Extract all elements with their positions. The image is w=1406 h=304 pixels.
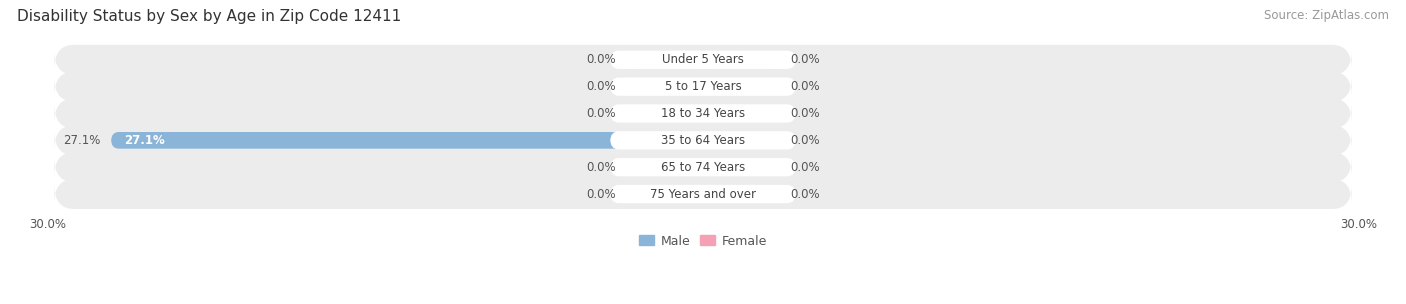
FancyBboxPatch shape bbox=[610, 158, 796, 176]
FancyBboxPatch shape bbox=[703, 132, 779, 149]
Text: Under 5 Years: Under 5 Years bbox=[662, 53, 744, 66]
Text: Disability Status by Sex by Age in Zip Code 12411: Disability Status by Sex by Age in Zip C… bbox=[17, 9, 401, 24]
Text: 0.0%: 0.0% bbox=[586, 188, 616, 201]
Text: Source: ZipAtlas.com: Source: ZipAtlas.com bbox=[1264, 9, 1389, 22]
Text: 18 to 34 Years: 18 to 34 Years bbox=[661, 107, 745, 120]
FancyBboxPatch shape bbox=[703, 51, 779, 68]
FancyBboxPatch shape bbox=[627, 78, 703, 95]
FancyBboxPatch shape bbox=[610, 131, 796, 150]
FancyBboxPatch shape bbox=[55, 98, 1351, 129]
FancyBboxPatch shape bbox=[627, 159, 703, 175]
Text: 0.0%: 0.0% bbox=[790, 53, 820, 66]
FancyBboxPatch shape bbox=[703, 159, 779, 175]
FancyBboxPatch shape bbox=[627, 186, 703, 202]
FancyBboxPatch shape bbox=[55, 45, 1351, 75]
Text: 0.0%: 0.0% bbox=[586, 80, 616, 93]
FancyBboxPatch shape bbox=[610, 78, 796, 96]
FancyBboxPatch shape bbox=[55, 179, 1351, 209]
Text: 0.0%: 0.0% bbox=[790, 80, 820, 93]
FancyBboxPatch shape bbox=[627, 105, 703, 122]
FancyBboxPatch shape bbox=[111, 132, 703, 149]
FancyBboxPatch shape bbox=[703, 186, 779, 202]
FancyBboxPatch shape bbox=[703, 78, 779, 95]
FancyBboxPatch shape bbox=[627, 51, 703, 68]
Text: 27.1%: 27.1% bbox=[63, 134, 100, 147]
Text: 35 to 64 Years: 35 to 64 Years bbox=[661, 134, 745, 147]
Text: 0.0%: 0.0% bbox=[790, 107, 820, 120]
Legend: Male, Female: Male, Female bbox=[634, 230, 772, 253]
Text: 75 Years and over: 75 Years and over bbox=[650, 188, 756, 201]
FancyBboxPatch shape bbox=[55, 152, 1351, 182]
FancyBboxPatch shape bbox=[55, 125, 1351, 155]
FancyBboxPatch shape bbox=[610, 104, 796, 123]
Text: 0.0%: 0.0% bbox=[790, 188, 820, 201]
Text: 0.0%: 0.0% bbox=[586, 107, 616, 120]
FancyBboxPatch shape bbox=[610, 51, 796, 69]
Text: 65 to 74 Years: 65 to 74 Years bbox=[661, 161, 745, 174]
Text: 27.1%: 27.1% bbox=[124, 134, 165, 147]
FancyBboxPatch shape bbox=[703, 105, 779, 122]
Text: 0.0%: 0.0% bbox=[790, 161, 820, 174]
FancyBboxPatch shape bbox=[610, 185, 796, 203]
Text: 0.0%: 0.0% bbox=[586, 161, 616, 174]
Text: 0.0%: 0.0% bbox=[586, 53, 616, 66]
Text: 5 to 17 Years: 5 to 17 Years bbox=[665, 80, 741, 93]
FancyBboxPatch shape bbox=[55, 72, 1351, 102]
Text: 0.0%: 0.0% bbox=[790, 134, 820, 147]
